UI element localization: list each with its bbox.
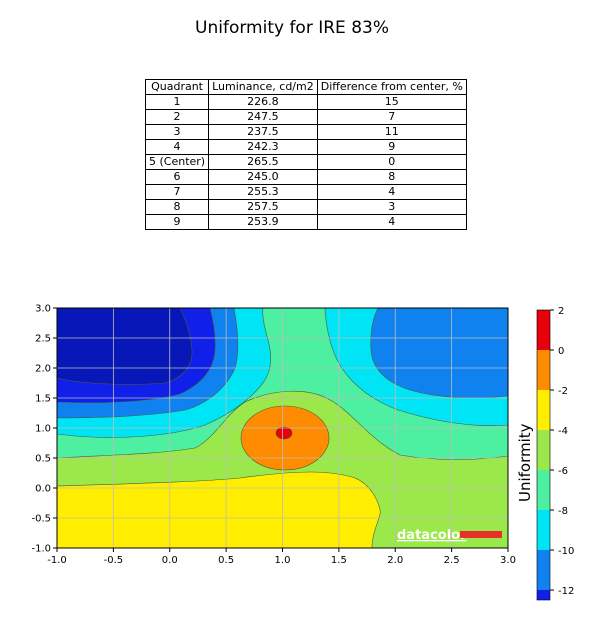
watermark-text: datacolor xyxy=(397,528,467,543)
colorbar-tick-label: -4 xyxy=(558,426,568,437)
table-cell: 9 xyxy=(144,214,210,230)
uniformity-table: Quadrant Luminance, cd/m2 Difference from … xyxy=(144,79,467,230)
colorbar-swatch xyxy=(537,550,550,590)
colorbar-swatch xyxy=(537,470,550,510)
table-row: 6 245.0 8 xyxy=(144,169,467,185)
colorbar-frame xyxy=(536,309,551,601)
colorbar-tick-label: -2 xyxy=(558,386,568,397)
y-tick-label: 2.0 xyxy=(35,364,51,375)
x-tick-label: -0.5 xyxy=(104,555,124,566)
y-tick-label: -0.5 xyxy=(31,514,51,525)
x-tick-label: 1.0 xyxy=(275,555,291,566)
table-header-cell: Quadrant xyxy=(144,79,210,95)
x-tick-label: 0.5 xyxy=(218,555,234,566)
table-row: 5 (Center) 265.5 0 xyxy=(144,154,467,170)
colorbar-label: Uniformity xyxy=(516,423,534,502)
x-axis: -1.0 -0.5 0.0 0.5 1.0 1.5 2.0 2.5 3.0 xyxy=(47,548,516,566)
table-cell: 245.0 xyxy=(208,169,318,185)
region-deepblue xyxy=(57,308,193,385)
colorbar-swatch xyxy=(537,310,550,350)
x-tick-label: 2.5 xyxy=(444,555,460,566)
y-tick-label: 0.5 xyxy=(35,454,51,465)
table-header-cell: Difference from center, % xyxy=(316,79,467,95)
table-row: 3 237.5 11 xyxy=(144,124,467,140)
table-cell: 226.8 xyxy=(208,94,318,110)
y-tick-label: 3.0 xyxy=(35,304,51,315)
colorbar-tick-label: 0 xyxy=(558,346,564,357)
colorbar-tick-label: 2 xyxy=(558,306,564,317)
x-tick-label: -1.0 xyxy=(47,555,67,566)
y-tick-label: 0.0 xyxy=(35,484,51,495)
colorbar-swatch xyxy=(537,350,550,390)
table-cell: 237.5 xyxy=(208,124,318,140)
y-tick-label: 1.0 xyxy=(35,424,51,435)
colorbar-tick-label: -10 xyxy=(558,546,574,557)
watermark-bar xyxy=(460,531,502,538)
x-tick-label: 0.0 xyxy=(162,555,178,566)
datacolor-watermark: datacolor xyxy=(397,528,502,543)
table-header-cell: Luminance, cd/m2 xyxy=(208,79,318,95)
table-header-row: Quadrant Luminance, cd/m2 Difference from … xyxy=(144,79,467,95)
x-tick-label: 1.5 xyxy=(331,555,347,566)
colorbar-swatch xyxy=(537,390,550,430)
colorbar-swatch xyxy=(537,430,550,470)
table-row: 2 247.5 7 xyxy=(144,109,467,125)
chart-title: Uniformity for IRE 83% xyxy=(195,18,389,38)
table-row: 9 253.9 4 xyxy=(144,214,467,230)
y-axis: -1.0 -0.5 0.0 0.5 1.0 1.5 2.0 2.5 3.0 xyxy=(31,304,57,555)
table-cell: 253.9 xyxy=(208,214,318,230)
x-tick-label: 3.0 xyxy=(500,555,516,566)
colorbar-tick-label: -6 xyxy=(558,466,568,477)
colorbar-swatch xyxy=(537,590,550,600)
table-body: 1 226.8 15 2 247.5 7 3 237.5 11 4 242.3 9 5 (Center)… xyxy=(144,94,467,230)
y-tick-label: -1.0 xyxy=(31,544,51,555)
x-tick-label: 2.0 xyxy=(387,555,403,566)
colorbar-tick-label: -12 xyxy=(558,586,574,597)
table-cell: 4 xyxy=(316,214,467,230)
y-tick-label: 2.5 xyxy=(35,334,51,345)
region-red xyxy=(275,426,293,440)
table-cell: 7 xyxy=(144,184,210,200)
table-cell: 2 xyxy=(144,109,210,125)
colorbar-swatch xyxy=(537,510,550,550)
y-tick-label: 1.5 xyxy=(35,394,51,405)
colorbar-tick-label: -8 xyxy=(558,506,568,517)
colorbar: 2 0 -2 -4 -6 -8 -10 -12 xyxy=(536,306,574,601)
table-cell: 5 (Center) xyxy=(144,154,210,170)
